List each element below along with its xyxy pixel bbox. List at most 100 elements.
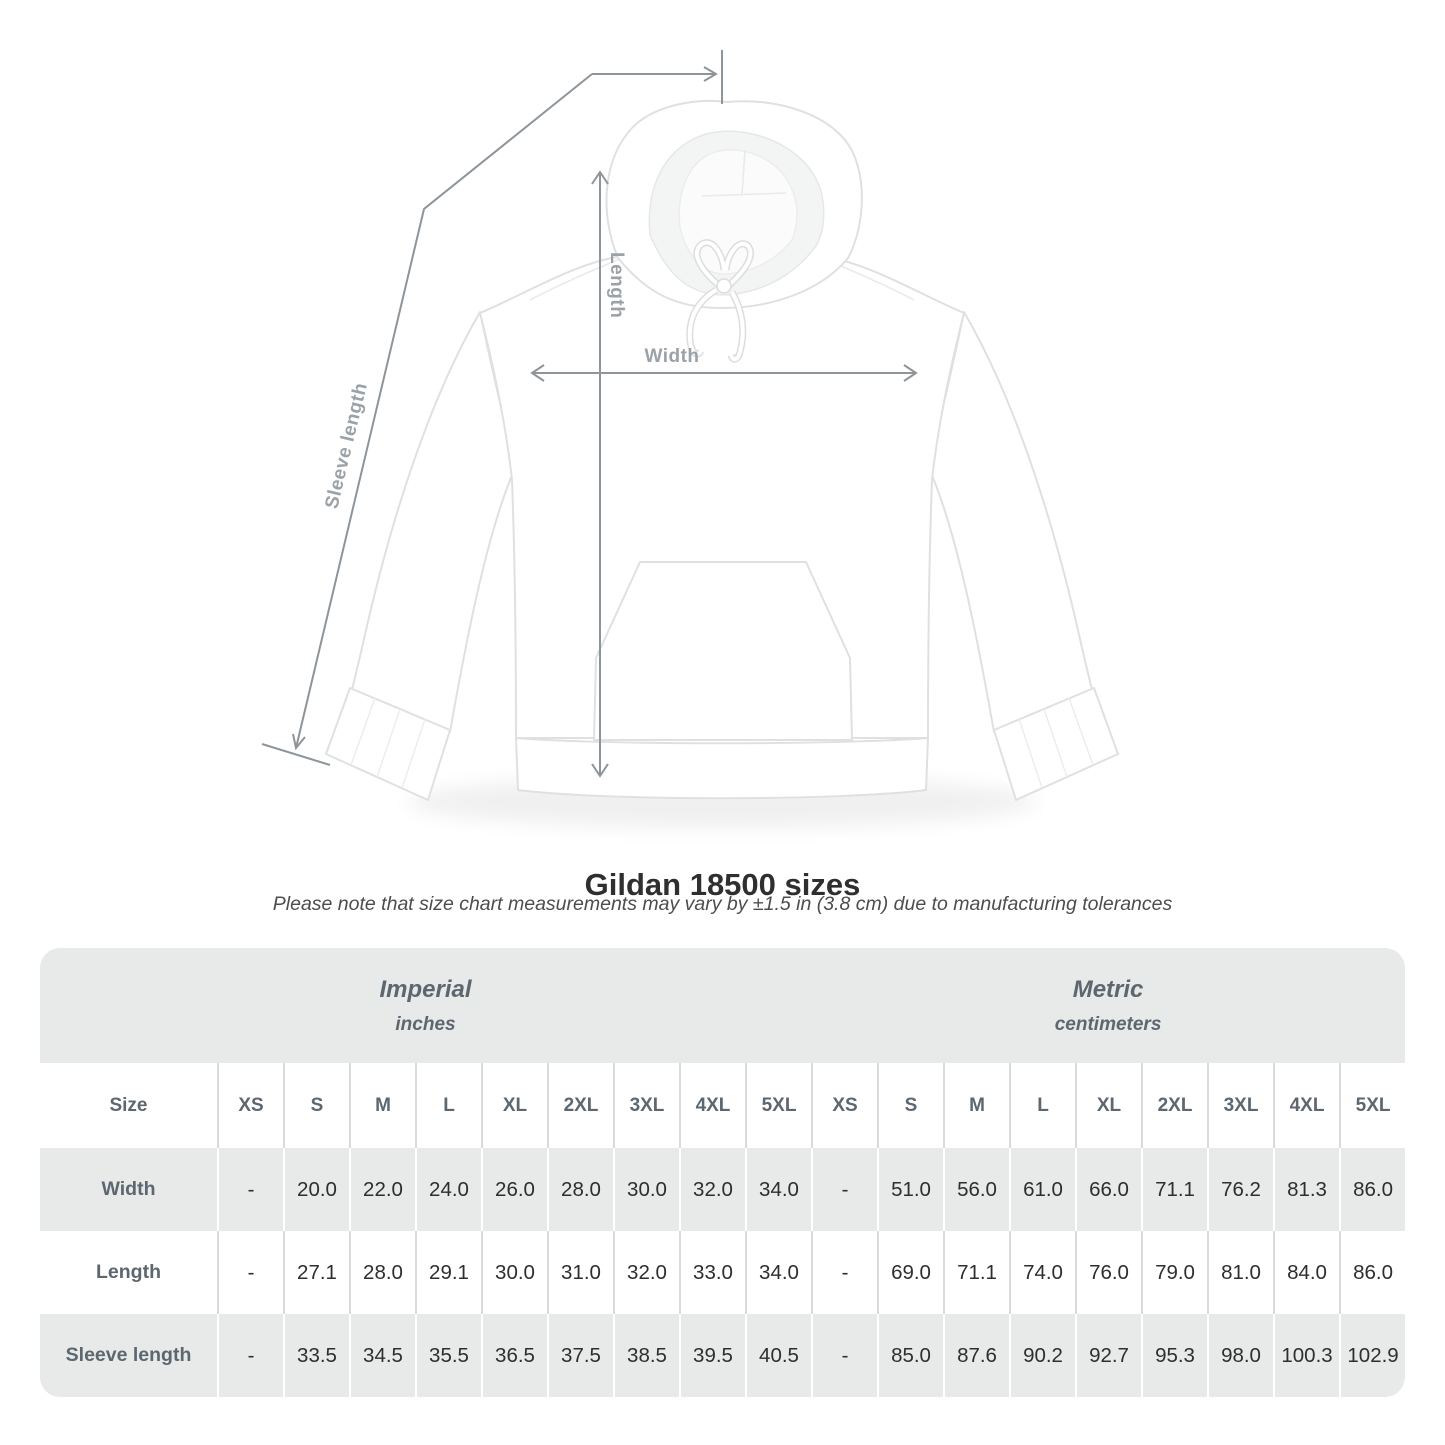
table-cell: 76.2 (1207, 1148, 1274, 1231)
table-cell: 87.6 (943, 1314, 1010, 1397)
size-col-imperial-l: L (415, 1063, 481, 1148)
imperial-unit: inches (395, 1013, 456, 1035)
metric-group-header: Metric centimeters (811, 948, 1406, 1063)
size-chart-table: Imperial inches Metric centimeters Size … (40, 948, 1406, 1397)
table-cell: 38.5 (613, 1314, 679, 1397)
table-cell: 69.0 (877, 1231, 944, 1314)
table-cell: 86.0 (1339, 1231, 1406, 1314)
tolerance-note: Please note that size chart measurements… (272, 893, 1173, 915)
table-cell: 32.0 (679, 1148, 745, 1231)
length-label: Length (606, 252, 627, 318)
length-line (591, 170, 609, 778)
metric-unit: centimeters (1054, 1013, 1162, 1035)
table-cell: 56.0 (943, 1148, 1010, 1231)
size-header-row: Size XS S M L XL 2XL 3XL 4XL 5XL XS S M … (40, 1063, 1406, 1148)
table-row-width: Width - 20.0 22.0 24.0 26.0 28.0 30.0 32… (40, 1148, 1406, 1231)
table-cell: - (811, 1314, 878, 1397)
table-cell: 34.5 (349, 1314, 415, 1397)
table-cell: 79.0 (1141, 1231, 1208, 1314)
measure-tick (261, 743, 331, 766)
table-cell: 61.0 (1009, 1148, 1076, 1231)
size-col-metric-3xl: 3XL (1207, 1063, 1274, 1148)
table-cell: 36.5 (481, 1314, 547, 1397)
sleeve-length-label: Sleeve length (321, 381, 372, 511)
hoodie-measurement-diagram: Length Width Sleeve length (261, 50, 1119, 828)
table-cell: 29.1 (415, 1231, 481, 1314)
table-cell: 74.0 (1009, 1231, 1076, 1314)
table-cell: 32.0 (613, 1231, 679, 1314)
width-line (530, 364, 918, 382)
size-col-metric-5xl: 5XL (1339, 1063, 1406, 1148)
table-cell: 31.0 (547, 1231, 613, 1314)
table-cell: 33.0 (679, 1231, 745, 1314)
table-cell: 71.1 (943, 1231, 1010, 1314)
hoodie-right-sleeve (928, 311, 1093, 733)
hoodie-left-sleeve (351, 311, 516, 733)
arrow-down-icon (292, 733, 306, 751)
table-cell: 20.0 (283, 1148, 349, 1231)
size-col-metric-m: M (943, 1063, 1010, 1148)
imperial-label: Imperial (379, 975, 472, 1003)
table-cell: 27.1 (283, 1231, 349, 1314)
arrow-left-icon (530, 364, 545, 382)
table-cell: 51.0 (877, 1148, 944, 1231)
size-col-metric-4xl: 4XL (1273, 1063, 1340, 1148)
table-cell: 35.5 (415, 1314, 481, 1397)
table-cell: 26.0 (481, 1148, 547, 1231)
table-cell: 37.5 (547, 1314, 613, 1397)
page-title: Gildan 18500 sizes (584, 866, 861, 902)
size-header: Size (40, 1063, 217, 1148)
size-col-metric-s: S (877, 1063, 944, 1148)
table-cell: 28.0 (547, 1148, 613, 1231)
hoodie-illustration (325, 99, 1119, 801)
table-cell: 71.1 (1141, 1148, 1208, 1231)
table-cell: 34.0 (745, 1148, 812, 1231)
table-cell: 95.3 (1141, 1314, 1208, 1397)
size-col-imperial-xl: XL (481, 1063, 547, 1148)
arrow-up-icon (591, 170, 609, 185)
hood-drawstrings (686, 239, 754, 363)
table-cell: 39.5 (679, 1314, 745, 1397)
size-col-metric-xl: XL (1075, 1063, 1142, 1148)
table-cell: 24.0 (415, 1148, 481, 1231)
table-cell: 40.5 (745, 1314, 812, 1397)
arrow-right-icon (703, 66, 718, 82)
size-col-imperial-4xl: 4XL (679, 1063, 745, 1148)
arrow-right-icon (903, 364, 918, 382)
hoodie-pocket (593, 561, 853, 741)
table-cell: 86.0 (1339, 1148, 1406, 1231)
size-col-imperial-s: S (283, 1063, 349, 1148)
table-cell: 85.0 (877, 1314, 944, 1397)
width-label: Width (644, 346, 699, 367)
sleeve-length-line (261, 50, 723, 766)
table-row-length: Length - 27.1 28.0 29.1 30.0 31.0 32.0 3… (40, 1231, 1406, 1314)
table-cell: 30.0 (613, 1148, 679, 1231)
table-cell: - (217, 1148, 283, 1231)
hoodie-hem-band (515, 737, 929, 800)
size-col-metric-l: L (1009, 1063, 1076, 1148)
table-cell: 34.0 (745, 1231, 812, 1314)
arrow-down-icon (591, 763, 609, 778)
table-cell: 28.0 (349, 1231, 415, 1314)
table-cell: - (217, 1314, 283, 1397)
size-col-imperial-5xl: 5XL (745, 1063, 812, 1148)
size-col-imperial-2xl: 2XL (547, 1063, 613, 1148)
row-label-width: Width (40, 1148, 217, 1231)
size-col-metric-xs: XS (811, 1063, 878, 1148)
size-col-imperial-xs: XS (217, 1063, 283, 1148)
table-cell: 33.5 (283, 1314, 349, 1397)
table-cell: 81.3 (1273, 1148, 1340, 1231)
table-cell: 90.2 (1009, 1314, 1076, 1397)
size-chart-container: Imperial inches Metric centimeters Size … (40, 948, 1406, 1397)
table-cell: 66.0 (1075, 1148, 1142, 1231)
size-col-metric-2xl: 2XL (1141, 1063, 1208, 1148)
table-cell: - (811, 1231, 878, 1314)
table-cell: 100.3 (1273, 1314, 1340, 1397)
row-label-length: Length (40, 1231, 217, 1314)
unit-group-row: Imperial inches Metric centimeters (40, 948, 1406, 1063)
table-cell: 81.0 (1207, 1231, 1274, 1314)
table-row-sleeve-length: Sleeve length - 33.5 34.5 35.5 36.5 37.5… (40, 1314, 1406, 1397)
table-cell: 98.0 (1207, 1314, 1274, 1397)
row-label-sleeve-length: Sleeve length (40, 1314, 217, 1397)
table-cell: - (811, 1148, 878, 1231)
